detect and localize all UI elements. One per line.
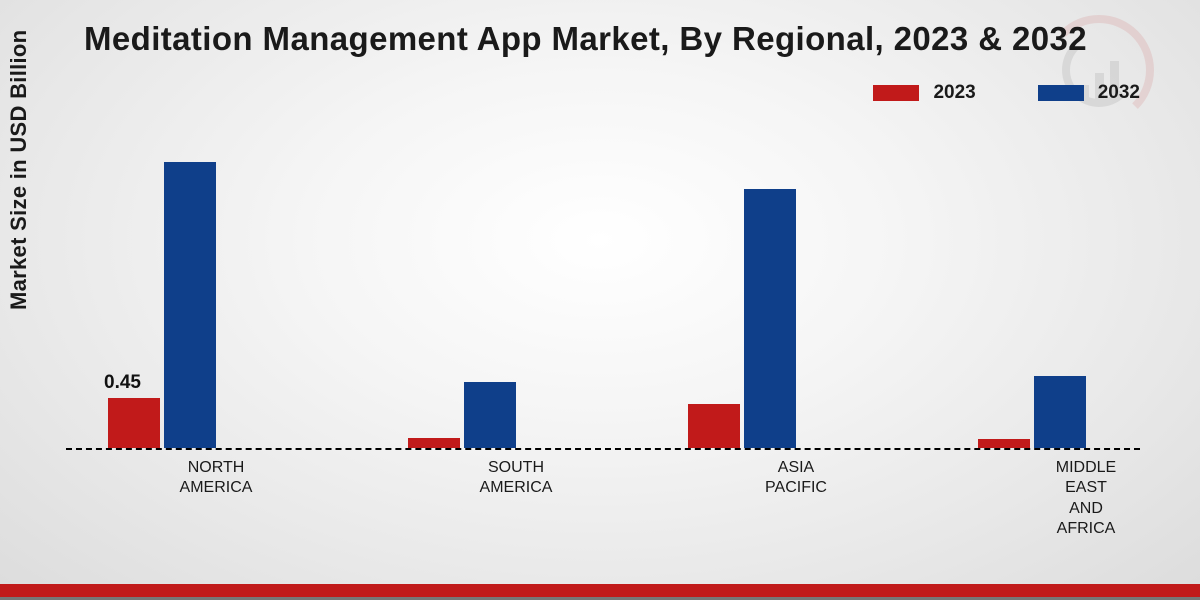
bar-group-asia-pacific (668, 120, 818, 450)
bar-2032-mea (1034, 376, 1086, 448)
plot-area: 0.45 (58, 120, 1148, 450)
y-axis-label: Market Size in USD Billion (6, 30, 32, 310)
bar-2023-asia-pacific (688, 404, 740, 448)
bar-group-south-america (388, 120, 538, 450)
bar-group-mea (958, 120, 1108, 450)
bar-2032-north-america (164, 162, 216, 448)
x-label-south-america: SOUTH AMERICA (456, 458, 576, 499)
legend-swatch-2032 (1038, 85, 1084, 101)
legend-swatch-2023 (873, 85, 919, 101)
legend-label-2032: 2032 (1098, 82, 1140, 104)
legend-label-2023: 2023 (933, 82, 975, 104)
legend: 2023 2032 (873, 82, 1140, 104)
bar-2032-asia-pacific (744, 189, 796, 448)
legend-item-2023: 2023 (873, 82, 975, 104)
x-label-mea: MIDDLE EAST AND AFRICA (1026, 458, 1146, 540)
data-label-north-america: 0.45 (104, 372, 141, 394)
chart-title: Meditation Management App Market, By Reg… (84, 20, 1087, 58)
bar-group-north-america: 0.45 (88, 120, 238, 450)
bar-2023-south-america (408, 438, 460, 448)
bar-2023-mea (978, 439, 1030, 448)
legend-item-2032: 2032 (1038, 82, 1140, 104)
footer-accent-bar (0, 584, 1200, 597)
bar-2032-south-america (464, 382, 516, 448)
x-label-asia-pacific: ASIA PACIFIC (736, 458, 856, 499)
x-label-north-america: NORTH AMERICA (156, 458, 276, 499)
bar-2023-north-america (108, 398, 160, 448)
chart-container: Meditation Management App Market, By Reg… (0, 0, 1200, 600)
